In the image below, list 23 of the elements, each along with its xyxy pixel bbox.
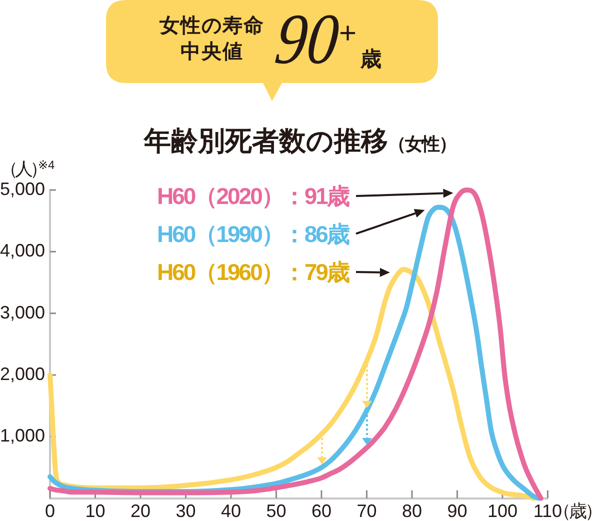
x-tick-label: 40: [220, 501, 241, 521]
text: 女性の寿命中央値: [160, 15, 264, 63]
x-tick-label: 30: [176, 501, 196, 521]
x-tick-label: 10: [85, 501, 106, 521]
x-tick-label: 70: [356, 501, 377, 521]
y-tick-label: 5,000: [0, 178, 45, 199]
chart-title: 年齢別死者数の推移: [144, 126, 388, 156]
chart-subtitle: （女性）: [388, 134, 456, 154]
y-tick-label: 4,000: [0, 240, 45, 261]
y-tick-label: 2,000: [0, 364, 45, 384]
x-tick-label: 90: [447, 501, 468, 521]
text: H60（1990）：86歳: [157, 220, 348, 248]
x-tick-label: 110: [533, 501, 562, 521]
x-tick-label: 50: [266, 501, 286, 521]
x-tick-label: 0: [44, 501, 56, 521]
text: H60（2020）：91歳: [157, 182, 348, 210]
x-tick-label: 20: [130, 501, 151, 521]
y-tick-label: 1,000: [0, 426, 45, 446]
x-tick-label: 80: [402, 501, 422, 521]
series-label: H60（1960）：79歳: [157, 258, 348, 286]
x-tick-label: 100: [487, 501, 518, 521]
y-tick-label: 3,000: [0, 302, 45, 322]
x-tick-label: 60: [311, 501, 332, 521]
